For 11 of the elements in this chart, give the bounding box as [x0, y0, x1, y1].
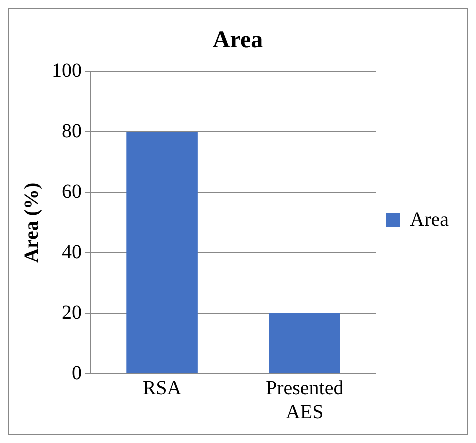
y-tick-label: 80: [62, 120, 82, 142]
y-axis-title: Area (%): [21, 182, 44, 263]
y-tick-label: 100: [52, 60, 82, 82]
x-tick-label: RSA: [142, 377, 182, 400]
y-tick-label: 40: [62, 241, 82, 264]
y-tick-label: 20: [62, 302, 82, 324]
chart-title: Area: [212, 28, 264, 54]
legend-label: Area: [410, 208, 450, 231]
x-tick-label: Presented AES: [266, 377, 344, 424]
y-tick-label: 0: [72, 362, 82, 384]
y-tick-label: 60: [62, 180, 82, 203]
